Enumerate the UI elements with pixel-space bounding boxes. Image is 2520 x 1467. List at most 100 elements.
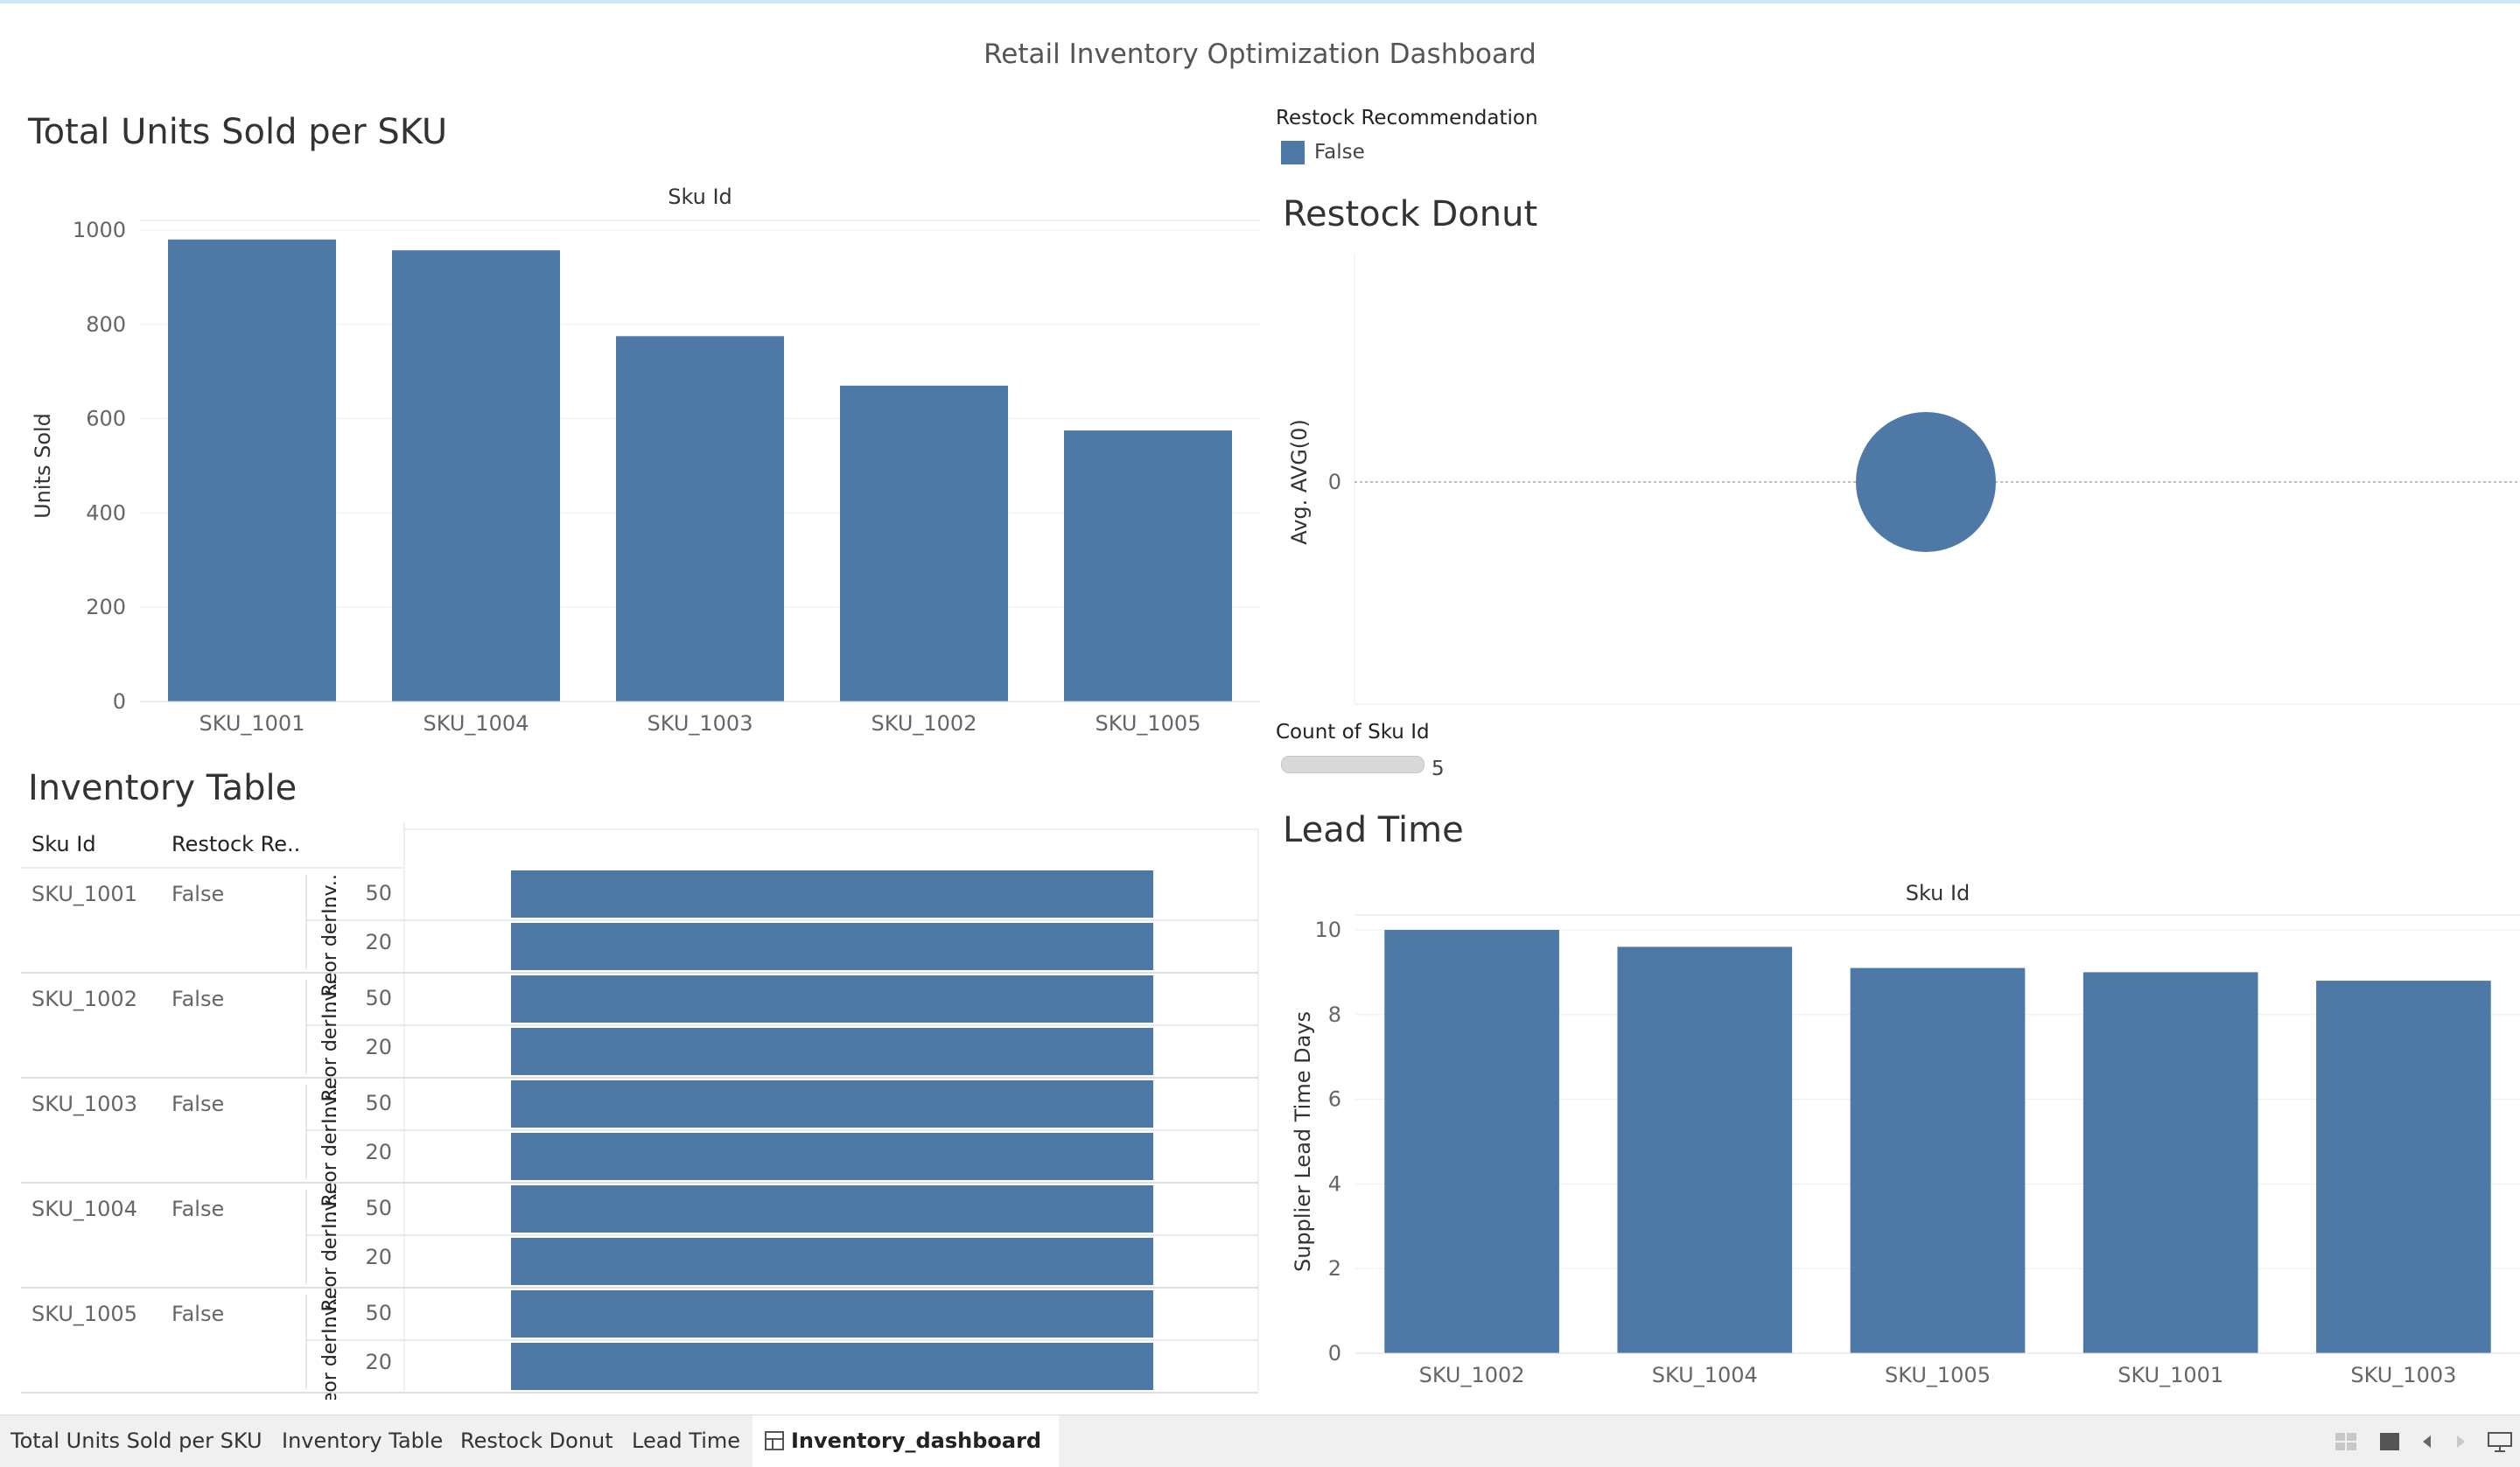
- tab-inventory-table[interactable]: Inventory Table: [282, 1429, 444, 1453]
- presentation-mode-icon[interactable]: [2487, 1430, 2513, 1453]
- prev-sheet-icon[interactable]: [2420, 1433, 2432, 1450]
- units-bar-sku-1002[interactable]: [840, 385, 1008, 702]
- inventory-table[interactable]: Sku Id Restock Re..SKU_1001 False Inv..Reor…: [0, 822, 1269, 1400]
- table-value-reorder: 20: [365, 930, 392, 954]
- units-x-tick-label: SKU_1001: [200, 711, 305, 736]
- lead-bar-sku-1005[interactable]: [1850, 968, 2026, 1353]
- table-header-restock: Restock Re..: [172, 832, 300, 856]
- size-legend-title: Count of Sku Id: [1276, 721, 1430, 744]
- table-bar-reorder[interactable]: [511, 1028, 1153, 1075]
- table-cell-sku[interactable]: SKU_1004: [32, 1197, 137, 1221]
- table-measure-label-reorder: Reor der ..: [319, 1212, 341, 1312]
- lead-y-tick-label: 6: [1328, 1087, 1341, 1112]
- table-measure-label-reorder: Reor der ..: [319, 1317, 341, 1400]
- tab-inventory-dashboard[interactable]: Inventory_dashboard: [752, 1415, 1060, 1467]
- lead-bar-sku-1004[interactable]: [1617, 947, 1793, 1353]
- tab-restock-donut[interactable]: Restock Donut: [460, 1429, 613, 1453]
- lead-y-tick-label: 2: [1328, 1256, 1341, 1281]
- table-bar-reorder[interactable]: [511, 1343, 1153, 1390]
- tab-total-units-sold[interactable]: Total Units Sold per SKU: [10, 1429, 262, 1453]
- units-bar-sku-1005[interactable]: [1064, 430, 1232, 702]
- table-bar-inventory[interactable]: [511, 1185, 1153, 1233]
- table-bar-inventory[interactable]: [511, 1080, 1153, 1128]
- units-chart-title[interactable]: Total Units Sold per SKU: [28, 112, 448, 152]
- size-legend-value: 5: [1432, 758, 1445, 780]
- lead-time-bar-chart[interactable]: Sku Id 0 2 4 6 8 10 Supplier Lead Time Days SKU_…: [1273, 866, 2520, 1400]
- donut-mark[interactable]: [1856, 412, 1996, 552]
- units-y-axis-title: Units Sold: [31, 413, 55, 519]
- donut-y-axis-title: Avg. AVG(0): [1287, 419, 1312, 545]
- donut-y-tick-label: 0: [1328, 470, 1341, 494]
- units-bar-sku-1001[interactable]: [168, 239, 336, 702]
- units-x-tick-label: SKU_1005: [1096, 711, 1201, 736]
- table-value-inventory: 50: [365, 881, 392, 905]
- lead-bar-sku-1001[interactable]: [2082, 972, 2258, 1353]
- table-measure-label-inv: Inv..: [319, 874, 341, 914]
- table-bar-inventory[interactable]: [511, 975, 1153, 1023]
- units-x-tick-label: SKU_1002: [872, 711, 977, 736]
- lead-y-axis-title: Supplier Lead Time Days: [1291, 1011, 1315, 1272]
- table-value-reorder: 20: [365, 1245, 392, 1269]
- table-measure-label-reorder: Reor der ..: [319, 897, 341, 997]
- table-cell-sku[interactable]: SKU_1005: [32, 1302, 137, 1326]
- table-measure-label-inv: Inv..: [319, 979, 341, 1019]
- table-measure-label-inv: Inv..: [319, 1189, 341, 1229]
- table-bar-inventory[interactable]: [511, 1290, 1153, 1338]
- color-legend-item[interactable]: False: [1314, 141, 1365, 164]
- table-value-inventory: 50: [365, 986, 392, 1010]
- next-sheet-icon[interactable]: [2455, 1433, 2468, 1450]
- units-y-tick-label: 0: [113, 689, 126, 714]
- table-value-inventory: 50: [365, 1091, 392, 1115]
- table-measure-label-reorder: Reor der ..: [319, 1002, 341, 1102]
- color-legend-title: Restock Recommendation: [1276, 107, 1538, 129]
- units-bar-sku-1003[interactable]: [616, 336, 784, 702]
- units-bar-sku-1004[interactable]: [392, 250, 560, 702]
- units-x-tick-label: SKU_1004: [424, 711, 529, 736]
- dashboard-grid-icon: [765, 1431, 784, 1450]
- table-cell-restock[interactable]: False: [172, 1197, 224, 1221]
- filmstrip-icon[interactable]: [2378, 1431, 2401, 1452]
- table-cell-restock[interactable]: False: [172, 1302, 224, 1326]
- table-value-inventory: 50: [365, 1301, 392, 1325]
- show-sheets-icon[interactable]: [2334, 1431, 2357, 1452]
- restock-donut-chart[interactable]: 0 Avg. AVG(0): [1273, 254, 2520, 709]
- lead-bar-sku-1003[interactable]: [2316, 981, 2491, 1353]
- donut-chart-title[interactable]: Restock Donut: [1283, 194, 1538, 234]
- color-legend-swatch[interactable]: [1281, 141, 1305, 164]
- lead-chart-title[interactable]: Lead Time: [1283, 810, 1464, 850]
- lead-y-tick-label: 4: [1328, 1171, 1341, 1196]
- units-x-axis-title: Sku Id: [668, 185, 732, 209]
- lead-y-tick-label: 8: [1328, 1002, 1341, 1027]
- table-cell-sku[interactable]: SKU_1003: [32, 1092, 137, 1116]
- table-bar-reorder[interactable]: [511, 923, 1153, 970]
- lead-x-tick-label: SKU_1004: [1652, 1363, 1758, 1387]
- table-cell-sku[interactable]: SKU_1001: [32, 882, 137, 906]
- table-cell-sku[interactable]: SKU_1002: [32, 987, 137, 1011]
- tab-inventory-dashboard-label: Inventory_dashboard: [791, 1429, 1042, 1453]
- table-value-inventory: 50: [365, 1196, 392, 1220]
- table-cell-restock[interactable]: False: [172, 987, 224, 1011]
- table-cell-restock[interactable]: False: [172, 882, 224, 906]
- units-y-tick-label: 1000: [73, 218, 126, 242]
- units-y-tick-label: 200: [86, 595, 126, 619]
- table-bar-inventory[interactable]: [511, 870, 1153, 918]
- lead-x-axis-title: Sku Id: [1906, 881, 1970, 905]
- table-measure-label-inv: Inv..: [319, 1084, 341, 1124]
- table-bar-reorder[interactable]: [511, 1133, 1153, 1180]
- dashboard-title: Retail Inventory Optimization Dashboard: [984, 38, 1536, 70]
- units-y-tick-label: 400: [86, 500, 126, 525]
- table-value-reorder: 20: [365, 1350, 392, 1374]
- units-y-tick-label: 600: [86, 407, 126, 431]
- lead-x-tick-label: SKU_1002: [1419, 1363, 1525, 1387]
- lead-x-tick-label: SKU_1005: [1885, 1363, 1991, 1387]
- table-cell-restock[interactable]: False: [172, 1092, 224, 1116]
- lead-bar-sku-1002[interactable]: [1384, 930, 1559, 1353]
- table-bar-reorder[interactable]: [511, 1238, 1153, 1285]
- size-legend-bar: [1281, 756, 1424, 773]
- tab-lead-time[interactable]: Lead Time: [632, 1429, 741, 1453]
- units-sold-bar-chart[interactable]: Sku Id 0 200 400 600 800 1000 Units Sold SKU_100…: [0, 166, 1269, 744]
- units-x-tick-label: SKU_1003: [648, 711, 753, 736]
- table-measure-label-inv: Inv..: [319, 1294, 341, 1334]
- table-title[interactable]: Inventory Table: [28, 768, 298, 808]
- lead-x-tick-label: SKU_1001: [2118, 1363, 2223, 1387]
